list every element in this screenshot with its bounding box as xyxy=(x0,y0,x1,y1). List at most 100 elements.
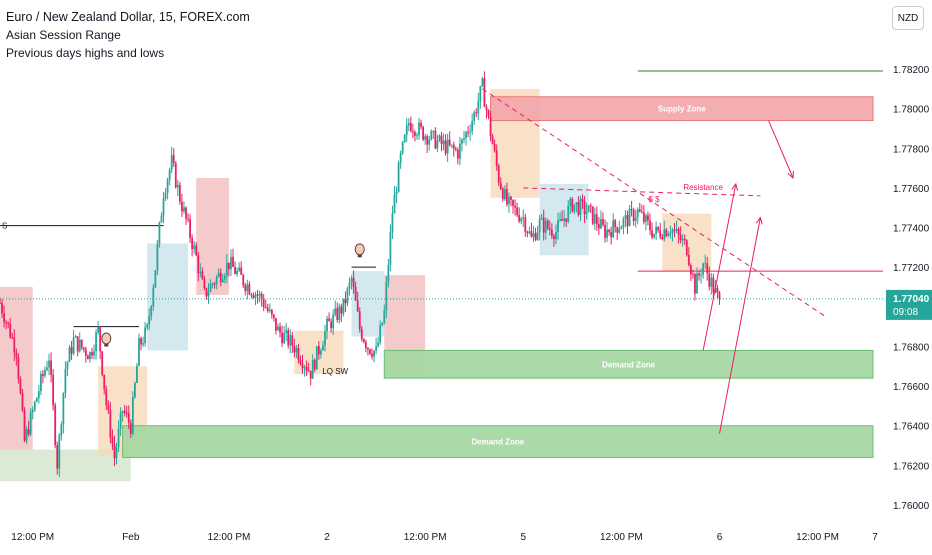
candle[interactable] xyxy=(544,217,547,240)
candle[interactable] xyxy=(25,426,28,444)
candle[interactable] xyxy=(383,304,386,325)
y-axis[interactable]: 1.76000 1.76200 1.76400 1.76600 1.76800 1.770… xyxy=(893,65,930,512)
candle[interactable] xyxy=(170,146,173,174)
candle[interactable] xyxy=(270,308,273,319)
candle[interactable] xyxy=(497,163,500,187)
candle[interactable] xyxy=(250,293,253,299)
currency-button[interactable]: NZD xyxy=(892,6,924,30)
candle[interactable] xyxy=(516,202,519,218)
candle[interactable] xyxy=(183,201,185,214)
candle[interactable] xyxy=(501,186,504,202)
candle[interactable] xyxy=(640,204,643,214)
candle[interactable] xyxy=(469,124,472,141)
candle[interactable] xyxy=(230,249,232,276)
candle[interactable] xyxy=(546,218,549,231)
candle[interactable] xyxy=(573,204,576,215)
candle[interactable] xyxy=(465,130,467,146)
candle[interactable] xyxy=(448,131,451,147)
candle[interactable] xyxy=(242,273,245,289)
candle[interactable] xyxy=(64,361,67,399)
candle[interactable] xyxy=(628,204,631,227)
candle[interactable] xyxy=(452,141,455,157)
candle[interactable] xyxy=(430,129,433,141)
candle[interactable] xyxy=(395,186,398,204)
candle[interactable] xyxy=(495,144,498,171)
candle[interactable] xyxy=(84,346,87,363)
candle[interactable] xyxy=(532,225,535,243)
candle[interactable] xyxy=(506,182,508,207)
candle[interactable] xyxy=(293,338,296,358)
candle[interactable] xyxy=(436,134,439,153)
candle[interactable] xyxy=(420,119,422,130)
candle[interactable] xyxy=(416,132,418,140)
candle[interactable] xyxy=(649,213,651,235)
demand-zone[interactable] xyxy=(383,349,874,379)
candle[interactable] xyxy=(626,210,629,235)
candle[interactable] xyxy=(522,209,525,228)
candle[interactable] xyxy=(446,133,449,163)
candle[interactable] xyxy=(256,289,259,304)
candle[interactable] xyxy=(60,421,63,441)
candle[interactable] xyxy=(272,314,275,322)
candle[interactable] xyxy=(575,202,578,213)
candle[interactable] xyxy=(475,108,478,118)
candle[interactable] xyxy=(234,261,236,275)
supply-zone[interactable] xyxy=(490,96,874,122)
candle[interactable] xyxy=(669,225,672,239)
candle[interactable] xyxy=(616,226,619,240)
candle[interactable] xyxy=(15,348,18,366)
candle[interactable] xyxy=(661,233,664,241)
candle[interactable] xyxy=(461,138,463,152)
candle[interactable] xyxy=(571,196,574,213)
candle[interactable] xyxy=(354,281,357,301)
candle[interactable] xyxy=(262,294,265,312)
candle[interactable] xyxy=(162,192,165,224)
candle[interactable] xyxy=(0,297,1,305)
candle[interactable] xyxy=(111,429,114,451)
candle[interactable] xyxy=(297,344,300,364)
candle[interactable] xyxy=(387,258,390,288)
candle[interactable] xyxy=(213,281,216,289)
candle[interactable] xyxy=(405,118,408,143)
candle[interactable] xyxy=(152,283,155,311)
candle[interactable] xyxy=(238,262,241,273)
candle[interactable] xyxy=(518,207,521,224)
candle[interactable] xyxy=(340,303,343,322)
candle[interactable] xyxy=(638,202,641,213)
candle[interactable] xyxy=(565,218,568,227)
candle[interactable] xyxy=(240,261,243,275)
candle[interactable] xyxy=(440,131,443,152)
arrow-line[interactable] xyxy=(768,120,794,179)
candle[interactable] xyxy=(379,320,382,345)
candle[interactable] xyxy=(187,213,189,223)
candle[interactable] xyxy=(178,181,181,205)
candle[interactable] xyxy=(23,407,26,443)
candle[interactable] xyxy=(176,179,179,196)
candle[interactable] xyxy=(367,346,369,356)
candle[interactable] xyxy=(409,116,412,133)
candle[interactable] xyxy=(258,290,261,303)
candle[interactable] xyxy=(131,391,134,436)
candle[interactable] xyxy=(320,348,322,359)
candle[interactable] xyxy=(205,287,208,300)
candle[interactable] xyxy=(136,362,138,384)
candle[interactable] xyxy=(512,199,514,214)
current-price-tag[interactable]: 1.77040 09:08 xyxy=(886,289,932,320)
candle[interactable] xyxy=(671,227,674,242)
candle[interactable] xyxy=(356,291,359,313)
candle[interactable] xyxy=(248,281,251,296)
candle[interactable] xyxy=(109,402,112,444)
candle[interactable] xyxy=(597,217,600,235)
candle[interactable] xyxy=(706,256,709,281)
candle[interactable] xyxy=(174,161,177,189)
candle[interactable] xyxy=(692,269,694,279)
candle[interactable] xyxy=(115,442,118,465)
candle[interactable] xyxy=(82,346,85,353)
candle[interactable] xyxy=(485,104,488,119)
candle[interactable] xyxy=(246,279,249,300)
candle[interactable] xyxy=(689,263,692,282)
candle[interactable] xyxy=(54,402,57,449)
candle[interactable] xyxy=(659,222,662,240)
candle[interactable] xyxy=(50,352,52,383)
candle[interactable] xyxy=(307,362,310,372)
